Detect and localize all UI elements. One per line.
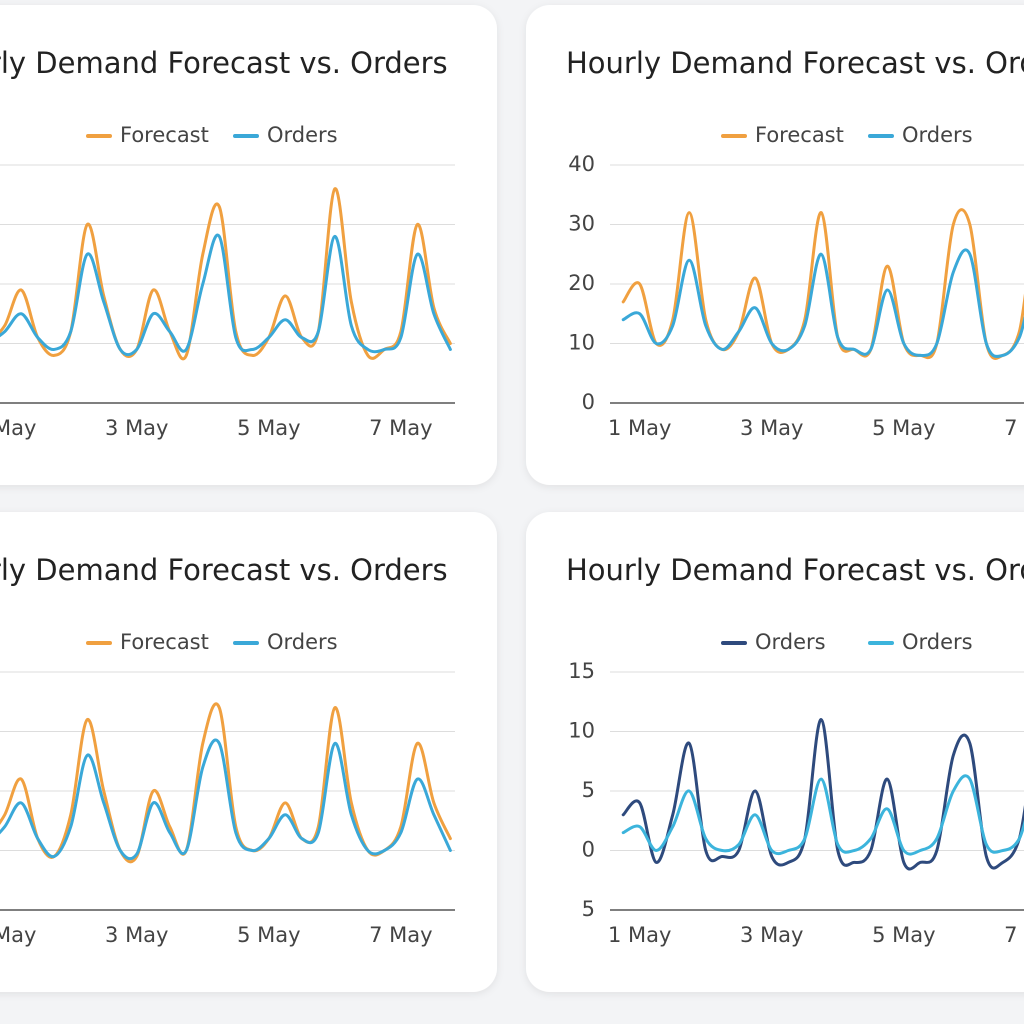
x-tick-label: 1 May [0, 416, 36, 440]
series-line [0, 738, 452, 861]
chart-card: Hourly Demand Forecast vs. Orders Forecas… [0, 512, 497, 992]
chart-title: Hourly Demand Forecast vs. Orders [566, 553, 1024, 587]
chart-title: Hourly Demand Forecast vs. Orders [566, 46, 1024, 80]
x-tick-label: 5 May [872, 923, 935, 947]
x-tick-label: 7 May [369, 416, 432, 440]
series-line [621, 718, 1024, 871]
chart-title: Hourly Demand Forecast vs. Orders [0, 553, 448, 587]
legend-label: Forecast [120, 123, 209, 147]
chart-card: Hourly Demand Forecast vs. Orders Orders O… [526, 512, 1024, 992]
y-tick-label: 15 [568, 659, 595, 683]
x-tick-label: 1 May [0, 923, 36, 947]
x-tick-label: 5 May [872, 416, 935, 440]
y-tick-label: 0 [582, 838, 595, 862]
card [0, 5, 497, 485]
card [526, 512, 1024, 992]
x-tick-label: 7 May [1004, 923, 1024, 947]
chart-card: Hourly Demand Forecast vs. Orders Forecas… [0, 5, 497, 485]
y-tick-label: 40 [568, 152, 595, 176]
legend-label: Orders [902, 123, 973, 147]
chart-card: Hourly Demand Forecast vs. Orders Forecas… [526, 5, 1024, 485]
x-tick-label: 1 May [608, 923, 671, 947]
y-tick-label: 10 [568, 719, 595, 743]
series-line [0, 233, 452, 357]
y-tick-label: 5 [582, 897, 595, 921]
legend-label: Forecast [755, 123, 844, 147]
legend-label: Orders [267, 630, 338, 654]
legend-label: Orders [902, 630, 973, 654]
x-tick-label: 3 May [740, 416, 803, 440]
x-tick-label: 7 May [369, 923, 432, 947]
y-tick-label: 30 [568, 212, 595, 236]
legend-label: Forecast [120, 630, 209, 654]
x-tick-label: 5 May [237, 416, 300, 440]
x-tick-label: 5 May [237, 923, 300, 947]
x-tick-label: 7 May [1004, 416, 1024, 440]
series-line [621, 248, 1024, 359]
card [0, 512, 497, 992]
x-tick-label: 1 May [608, 416, 671, 440]
x-tick-label: 3 May [105, 923, 168, 947]
x-tick-label: 3 May [105, 416, 168, 440]
legend-label: Orders [755, 630, 826, 654]
y-tick-label: 20 [568, 271, 595, 295]
legend-label: Orders [267, 123, 338, 147]
series-line [621, 774, 1024, 856]
y-tick-label: 5 [582, 778, 595, 802]
x-tick-label: 3 May [740, 923, 803, 947]
y-tick-label: 10 [568, 331, 595, 355]
card [526, 5, 1024, 485]
y-tick-label: 0 [582, 390, 595, 414]
chart-title: Hourly Demand Forecast vs. Orders [0, 46, 448, 80]
